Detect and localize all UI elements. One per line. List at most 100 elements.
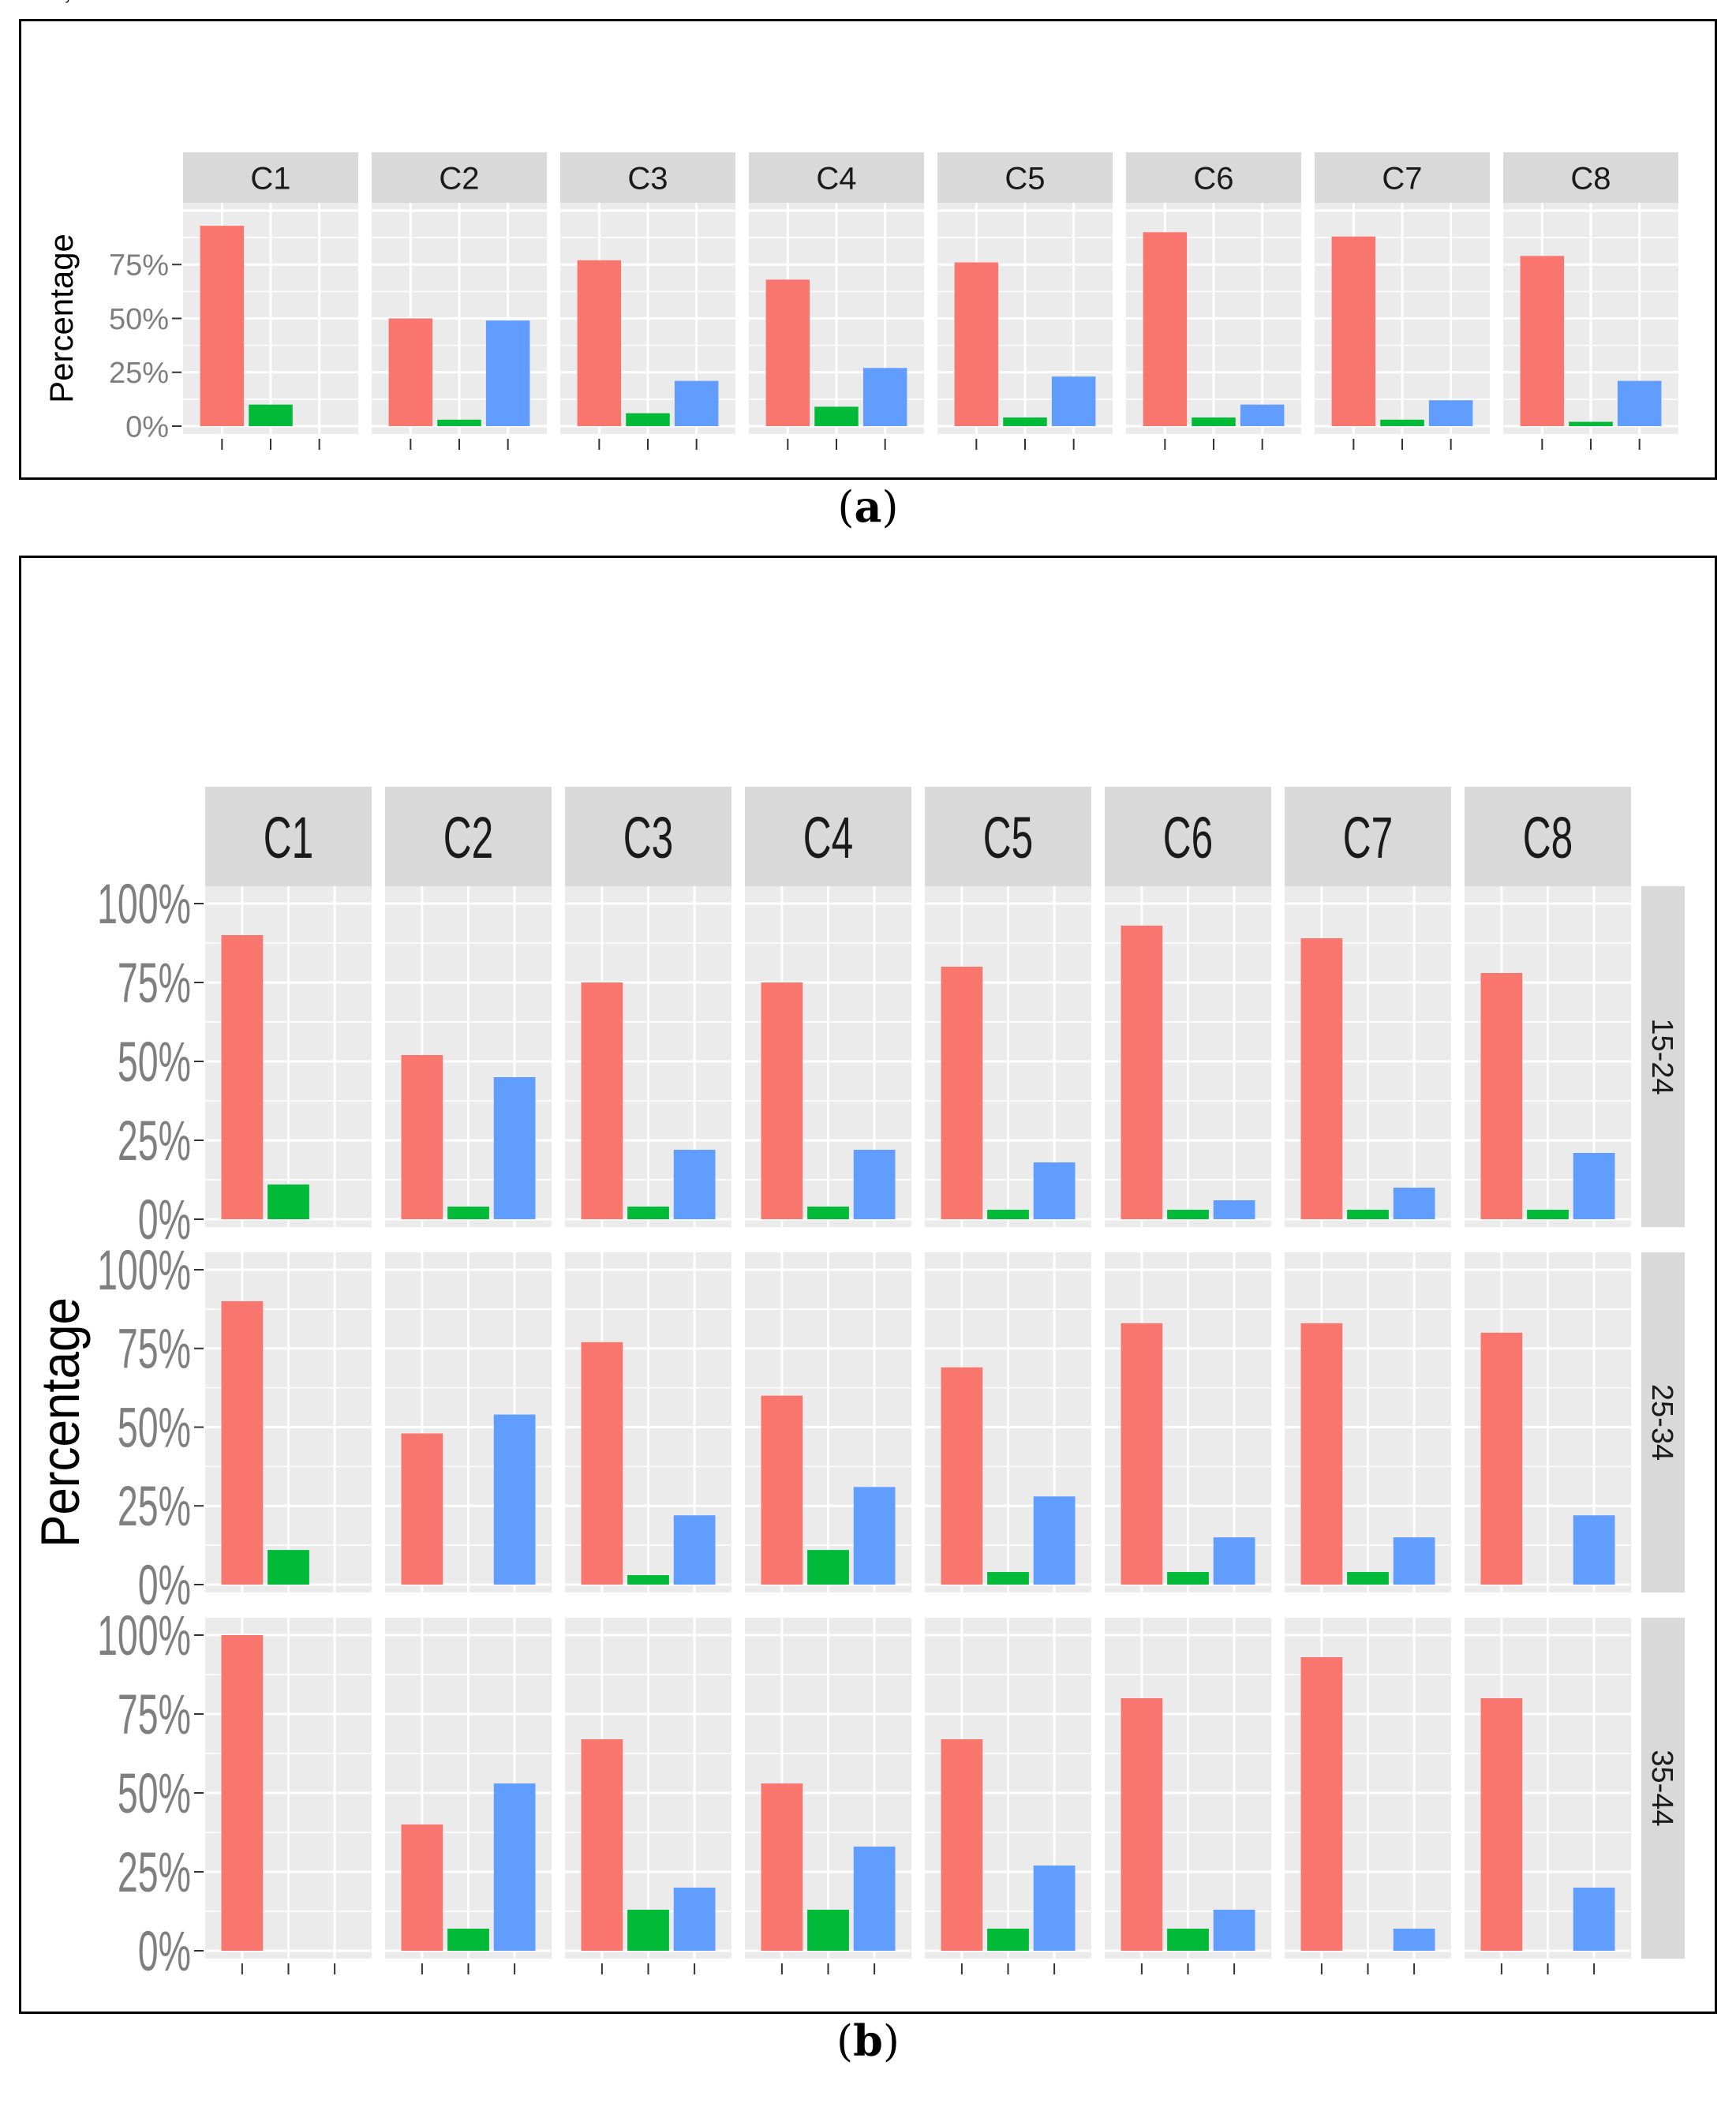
bar-35-44-c5-never [987, 1929, 1029, 1951]
bar-15-24-c8-occasionally [1573, 1153, 1615, 1219]
row-strip-label-25-34: 25-34 [1645, 1384, 1678, 1461]
bar-15-24-c6-all-the-time [1121, 926, 1163, 1219]
bar-15-24-c4-all-the-time [761, 982, 803, 1219]
bar-35-44-c5-all-the-time [941, 1739, 983, 1951]
bar-25-34-c1-all-the-time [221, 1301, 264, 1585]
bar-c5-all-the-time [954, 262, 999, 426]
bar-15-24-c2-occasionally [493, 1077, 536, 1219]
facet-label-c6: C6 [1193, 161, 1233, 196]
bar-25-34-c5-never [987, 1572, 1029, 1585]
facet-label-c4: C4 [803, 806, 853, 870]
y-tick-label: 0% [138, 1188, 191, 1251]
bar-35-44-c2-never [447, 1929, 489, 1951]
facet-label-c8: C8 [1523, 806, 1573, 870]
facet-strip-c3 [565, 787, 731, 886]
bar-c5-never [1003, 417, 1047, 426]
facet-label-c1: C1 [264, 806, 313, 870]
bar-15-24-c6-never [1167, 1210, 1209, 1219]
bar-c4-never [814, 406, 859, 426]
bar-c6-occasionally [1240, 404, 1285, 426]
y-tick-label: 100% [97, 873, 191, 935]
bar-15-24-c3-never [627, 1207, 669, 1219]
bar-35-44-c3-all-the-time [581, 1739, 623, 1951]
bar-c8-never [1569, 421, 1613, 426]
bar-35-44-c1-all-the-time [221, 1635, 264, 1951]
bar-25-34-c6-never [1167, 1572, 1209, 1585]
facet-label-c4: C4 [816, 161, 856, 196]
bar-15-24-c7-never [1347, 1210, 1389, 1219]
bar-c8-all-the-time [1520, 256, 1565, 426]
bar-35-44-c4-never [807, 1910, 849, 1951]
bar-c7-all-the-time [1331, 236, 1376, 426]
y-tick-label: 50% [118, 1762, 191, 1824]
bar-25-34-c1-never [268, 1550, 309, 1585]
y-tick-label: 75% [118, 1683, 191, 1746]
row-strip-label-35-44: 35-44 [1645, 1750, 1678, 1826]
facet-strip-c4 [749, 152, 924, 203]
bar-15-24-c4-occasionally [853, 1150, 896, 1219]
bar-35-44-c7-all-the-time [1300, 1657, 1343, 1951]
y-tick-label: 75% [118, 1318, 191, 1380]
facet-strip-c8 [1503, 152, 1678, 203]
facet-label-c7: C7 [1382, 161, 1422, 196]
bar-c6-all-the-time [1143, 232, 1188, 426]
y-tick-label: 25% [118, 1841, 191, 1903]
facet-strip-c7 [1315, 152, 1490, 203]
facet-label-c2: C2 [439, 161, 479, 196]
legend-label-occasionally: Occasionally [0, 0, 72, 3]
bar-15-24-c2-never [447, 1207, 489, 1219]
bar-35-44-c3-occasionally [673, 1888, 716, 1951]
caption-b: (b) [836, 2015, 900, 2066]
facet-label-c6: C6 [1163, 806, 1213, 870]
bar-15-24-c1-never [268, 1184, 309, 1219]
facet-strip-c1 [205, 787, 372, 886]
y-tick-label: 50% [118, 1396, 191, 1458]
bar-15-24-c2-all-the-time [401, 1055, 443, 1219]
bar-15-24-c5-never [987, 1210, 1029, 1219]
bar-25-34-c3-all-the-time [581, 1342, 623, 1585]
bar-25-34-c7-never [1347, 1572, 1389, 1585]
bar-35-44-c6-occasionally [1213, 1910, 1255, 1951]
bar-25-34-c5-all-the-time [941, 1367, 983, 1585]
bar-35-44-c4-occasionally [853, 1847, 896, 1951]
facet-strip-c2 [385, 787, 552, 886]
bar-c8-occasionally [1617, 380, 1662, 426]
facet-strip-c5 [925, 787, 1091, 886]
row-strip-15-24 [1641, 886, 1685, 1227]
bar-25-34-c8-all-the-time [1480, 1332, 1523, 1585]
y-tick-label: 75% [109, 249, 169, 283]
bar-15-24-c5-occasionally [1033, 1162, 1076, 1219]
facet-label-c2: C2 [443, 806, 493, 870]
bar-25-34-c3-occasionally [673, 1515, 716, 1585]
legend-label-all-the-time: All the time [0, 0, 62, 3]
bar-25-34-c4-never [807, 1550, 849, 1585]
y-tick-label: 75% [118, 952, 191, 1014]
legend-label-occasionally: Occasionally [0, 0, 72, 3]
facet-strip-c5 [937, 152, 1113, 203]
bar-c1-never [249, 404, 293, 426]
bar-35-44-c8-occasionally [1573, 1888, 1615, 1951]
legend-label-never: Never [0, 0, 34, 3]
bar-c7-never [1380, 419, 1424, 426]
bar-c2-all-the-time [388, 318, 433, 426]
bar-c5-occasionally [1051, 376, 1096, 426]
bar-c7-occasionally [1428, 400, 1473, 426]
bar-c3-occasionally [674, 380, 719, 426]
y-tick-label: 25% [118, 1110, 191, 1172]
row-strip-35-44 [1641, 1618, 1685, 1959]
facet-label-c5: C5 [1005, 161, 1045, 196]
y-tick-label: 0% [125, 410, 169, 443]
facet-strip-c4 [745, 787, 911, 886]
y-tick-label: 100% [97, 1604, 191, 1667]
bar-25-34-c6-occasionally [1213, 1537, 1255, 1585]
y-axis-label: Percentage [43, 234, 80, 403]
bar-25-34-c7-occasionally [1393, 1537, 1435, 1585]
bar-35-44-c5-occasionally [1033, 1866, 1076, 1951]
facet-label-c1: C1 [250, 161, 290, 196]
caption-a: (a) [837, 481, 899, 532]
facet-strip-c1 [183, 152, 358, 203]
bar-35-44-c2-all-the-time [401, 1824, 443, 1951]
bar-35-44-c6-never [1167, 1929, 1209, 1951]
bar-c4-occasionally [862, 368, 907, 426]
bar-35-44-c2-occasionally [493, 1783, 536, 1951]
